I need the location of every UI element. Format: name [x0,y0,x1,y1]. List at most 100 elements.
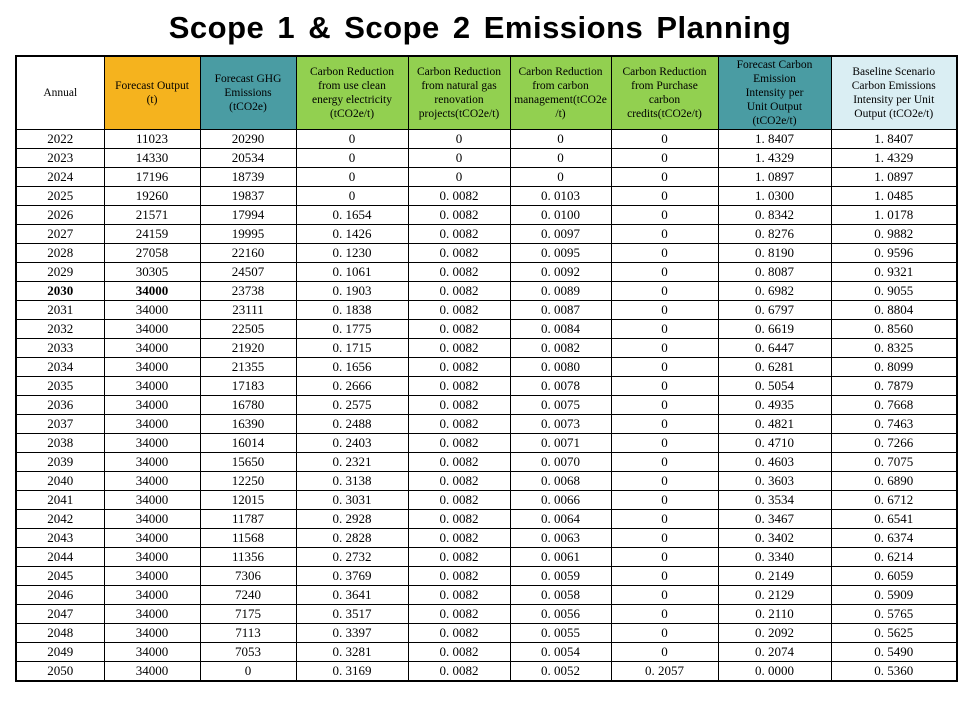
data-cell: 0. 2732 [295,547,409,567]
data-cell: 0. 0084 [509,319,612,339]
data-cell: 17183 [199,376,297,396]
table-row: 2044 34000 11356 0. 2732 0. 0082 0. 0061 0 0. 3… [15,547,958,567]
data-cell: 0. 7879 [830,376,958,396]
data-cell: 0. 1838 [295,300,409,320]
table-row: 2045 34000 7306 0. 3769 0. 0082 0. 0059 0 0. 21… [15,566,958,586]
data-cell: 0. 0082 [407,376,511,396]
data-cell: 23738 [199,281,297,301]
data-cell: 19837 [199,186,297,206]
data-cell: 0. 2575 [295,395,409,415]
table-row: 2030 34000 23738 0. 1903 0. 0082 0. 0089 0 0. 6… [15,281,958,301]
data-cell: 0 [610,319,719,339]
data-cell: 22505 [199,319,297,339]
data-cell: 0. 6982 [717,281,832,301]
data-cell: 0 [610,395,719,415]
data-cell: 0. 3517 [295,604,409,624]
data-cell: 0. 0073 [509,414,612,434]
data-cell: 0. 9882 [830,224,958,244]
data-cell: 34000 [103,642,201,662]
data-cell: 0. 0082 [509,338,612,358]
data-cell: 0 [509,148,612,168]
data-cell: 0. 1715 [295,338,409,358]
data-cell: 7113 [199,623,297,643]
data-cell: 0. 2074 [717,642,832,662]
data-cell: 0. 7463 [830,414,958,434]
table-row: 2050 34000 0 0. 3169 0. 0082 0. 0052 0. 2057 0.… [15,661,958,682]
table-row: 2048 34000 7113 0. 3397 0. 0082 0. 0055 0 0. 20… [15,623,958,643]
year-cell: 2027 [15,224,105,244]
data-cell: 0 [610,243,719,263]
data-cell: 0. 1903 [295,281,409,301]
year-cell: 2039 [15,452,105,472]
data-cell: 7240 [199,585,297,605]
data-cell: 0. 6712 [830,490,958,510]
data-cell: 0. 0054 [509,642,612,662]
column-header: Forecast GHG Emissions (tCO2e) [199,55,297,130]
data-cell: 0. 0075 [509,395,612,415]
data-cell: 0 [610,490,719,510]
column-header: Carbon Reduction from natural gas renova… [407,55,511,130]
data-cell: 0. 0066 [509,490,612,510]
data-cell: 0. 0082 [407,300,511,320]
table-row: 2029 30305 24507 0. 1061 0. 0082 0. 0092 0 0. 8… [15,262,958,282]
data-cell: 0. 8190 [717,243,832,263]
data-cell: 20290 [199,129,297,149]
data-cell: 0. 1654 [295,205,409,225]
data-cell: 0. 0082 [407,452,511,472]
data-cell: 0. 6374 [830,528,958,548]
data-cell: 0 [610,471,719,491]
data-cell: 0. 0082 [407,186,511,206]
year-cell: 2022 [15,129,105,149]
data-cell: 24159 [103,224,201,244]
data-cell: 34000 [103,604,201,624]
data-cell: 0 [509,167,612,187]
data-cell: 11787 [199,509,297,529]
data-cell: 0. 0082 [407,414,511,434]
data-cell: 0 [509,129,612,149]
data-cell: 0. 8560 [830,319,958,339]
data-cell: 0 [295,148,409,168]
data-cell: 23111 [199,300,297,320]
data-cell: 0. 0082 [407,224,511,244]
year-cell: 2038 [15,433,105,453]
data-cell: 0. 0082 [407,243,511,263]
data-cell: 0. 3031 [295,490,409,510]
data-cell: 0. 0082 [407,357,511,377]
data-cell: 0. 0000 [717,661,832,682]
year-cell: 2033 [15,338,105,358]
data-cell: 0. 1061 [295,262,409,282]
page-title: Scope 1 & Scope 2 Emissions Planning [168,10,792,45]
year-cell: 2046 [15,585,105,605]
data-cell: 0. 5625 [830,623,958,643]
data-cell: 0. 0059 [509,566,612,586]
data-cell: 0. 6059 [830,566,958,586]
data-cell: 34000 [103,547,201,567]
data-cell: 0. 6281 [717,357,832,377]
data-cell: 34000 [103,395,201,415]
data-cell: 0. 0103 [509,186,612,206]
data-cell: 0 [610,547,719,567]
data-cell: 0. 5909 [830,585,958,605]
data-cell: 34000 [103,471,201,491]
data-cell: 0. 0082 [407,661,511,682]
data-cell: 0. 6214 [830,547,958,567]
data-cell: 12015 [199,490,297,510]
data-cell: 0. 0082 [407,566,511,586]
data-cell: 1. 0897 [830,167,958,187]
data-cell: 0. 8276 [717,224,832,244]
data-cell: 0 [407,167,511,187]
data-cell: 0. 0092 [509,262,612,282]
data-cell: 34000 [103,357,201,377]
year-cell: 2044 [15,547,105,567]
data-cell: 0. 3641 [295,585,409,605]
data-cell: 0. 2057 [610,661,719,682]
data-cell: 0 [610,281,719,301]
data-cell: 0 [610,376,719,396]
table-row: 2038 34000 16014 0. 2403 0. 0082 0. 0071 0 0. 4… [15,433,958,453]
data-cell: 1. 8407 [830,129,958,149]
data-cell: 0 [407,129,511,149]
data-cell: 11356 [199,547,297,567]
data-cell: 34000 [103,509,201,529]
table-row: 2028 27058 22160 0. 1230 0. 0082 0. 0095 0 0. 8… [15,243,958,263]
year-cell: 2047 [15,604,105,624]
